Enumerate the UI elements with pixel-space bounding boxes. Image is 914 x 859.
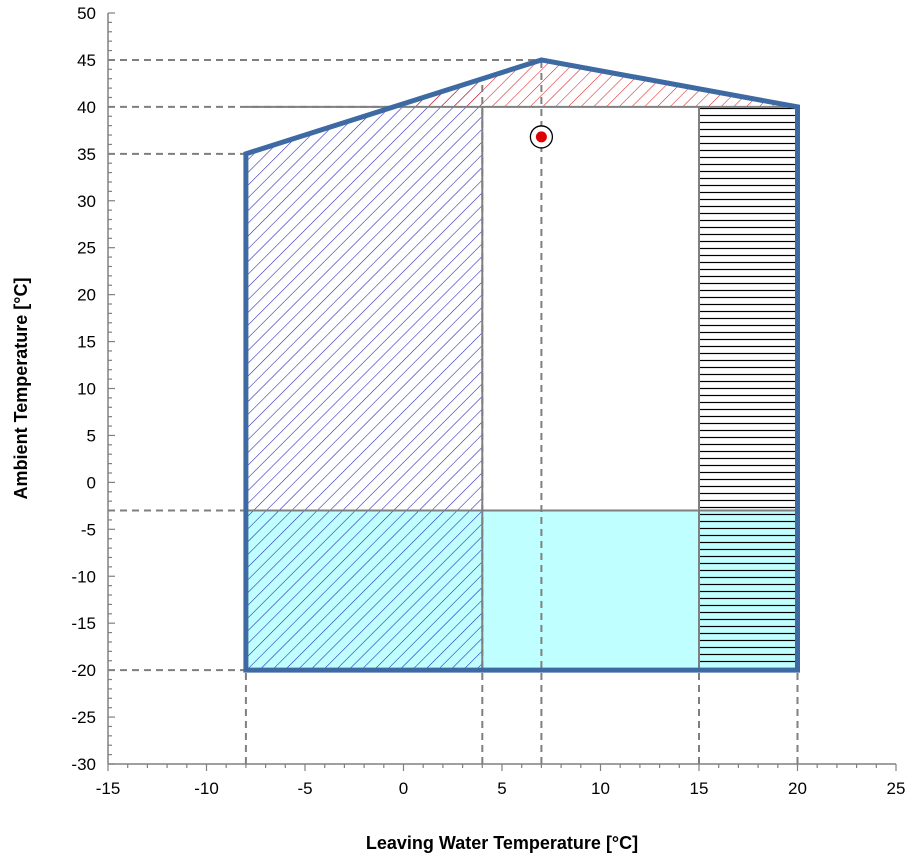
x-tick-label: 25 [887, 779, 906, 798]
y-tick-label: 25 [77, 239, 96, 258]
y-tick-label: 45 [77, 51, 96, 70]
y-tick-label: 20 [77, 286, 96, 305]
y-tick-label: 30 [77, 192, 96, 211]
x-tick-label: -10 [194, 779, 219, 798]
x-axis-title: Leaving Water Temperature [°C] [366, 833, 638, 853]
y-tick-label: -15 [71, 614, 96, 633]
y-tick-label: -5 [81, 520, 96, 539]
x-tick-label: 15 [690, 779, 709, 798]
y-tick-label: 35 [77, 145, 96, 164]
y-tick-label: 15 [77, 333, 96, 352]
envelope-outline [243, 57, 800, 673]
fill-regions [245, 59, 798, 671]
y-axis-title: Ambient Temperature [°C] [11, 278, 31, 500]
design-point [529, 125, 554, 149]
y-tick-label: 50 [77, 4, 96, 23]
tick-marks [107, 12, 897, 771]
x-tick-label: 0 [399, 779, 408, 798]
operating-envelope [243, 57, 800, 673]
y-tick-label: 0 [87, 473, 96, 492]
region-blue-hatch [245, 78, 483, 671]
x-tick-label: -5 [297, 779, 312, 798]
y-tick-label: -20 [71, 661, 96, 680]
tick-labels: -15 -10 -5 0 5 10 15 20 25 -30 -25 -20 -15 -10 -5 0 5 10 1… [71, 4, 905, 798]
x-tick-label: 20 [788, 779, 807, 798]
region-black-hatch [699, 106, 798, 671]
x-tick-label: 5 [497, 779, 506, 798]
y-tick-label: 10 [77, 380, 96, 399]
x-tick-label: -15 [96, 779, 121, 798]
region-red-hatch [398, 59, 798, 107]
inner-boundary-lines [245, 105, 798, 671]
y-tick-label: -25 [71, 708, 96, 727]
x-tick-label: 10 [591, 779, 610, 798]
y-tick-label: -30 [71, 755, 96, 774]
y-tick-label: -10 [71, 567, 96, 586]
y-tick-label: 40 [77, 98, 96, 117]
y-tick-label: 5 [87, 426, 96, 445]
design-point-marker [535, 131, 547, 143]
